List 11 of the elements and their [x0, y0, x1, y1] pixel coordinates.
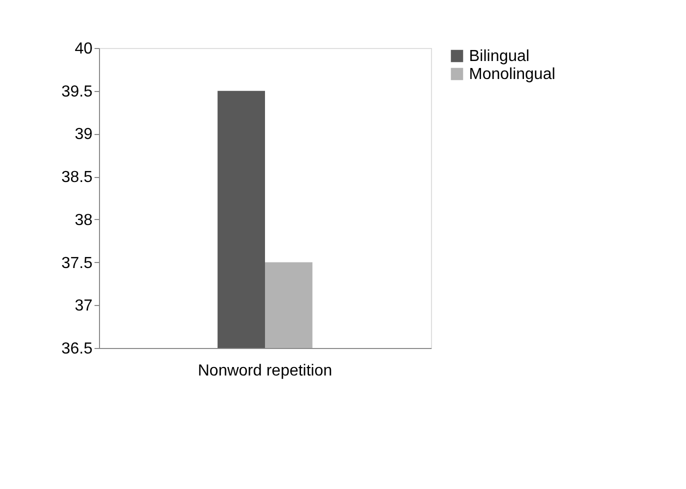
- y-tick-label: 38: [74, 212, 93, 229]
- y-tick-label: 38.5: [61, 169, 93, 186]
- y-tick-label: 39.5: [61, 83, 93, 100]
- y-tick-label: 37: [74, 298, 93, 315]
- legend-label: Bilingual: [469, 48, 530, 65]
- y-tick-label: 37.5: [61, 254, 93, 272]
- y-tick-label: 40: [74, 40, 93, 58]
- x-tick-label: Nonword repetition: [198, 362, 332, 380]
- y-tick-label: 39: [74, 126, 93, 144]
- legend-label: Monolingual: [469, 66, 556, 83]
- y-tick-label: 36.5: [61, 340, 93, 358]
